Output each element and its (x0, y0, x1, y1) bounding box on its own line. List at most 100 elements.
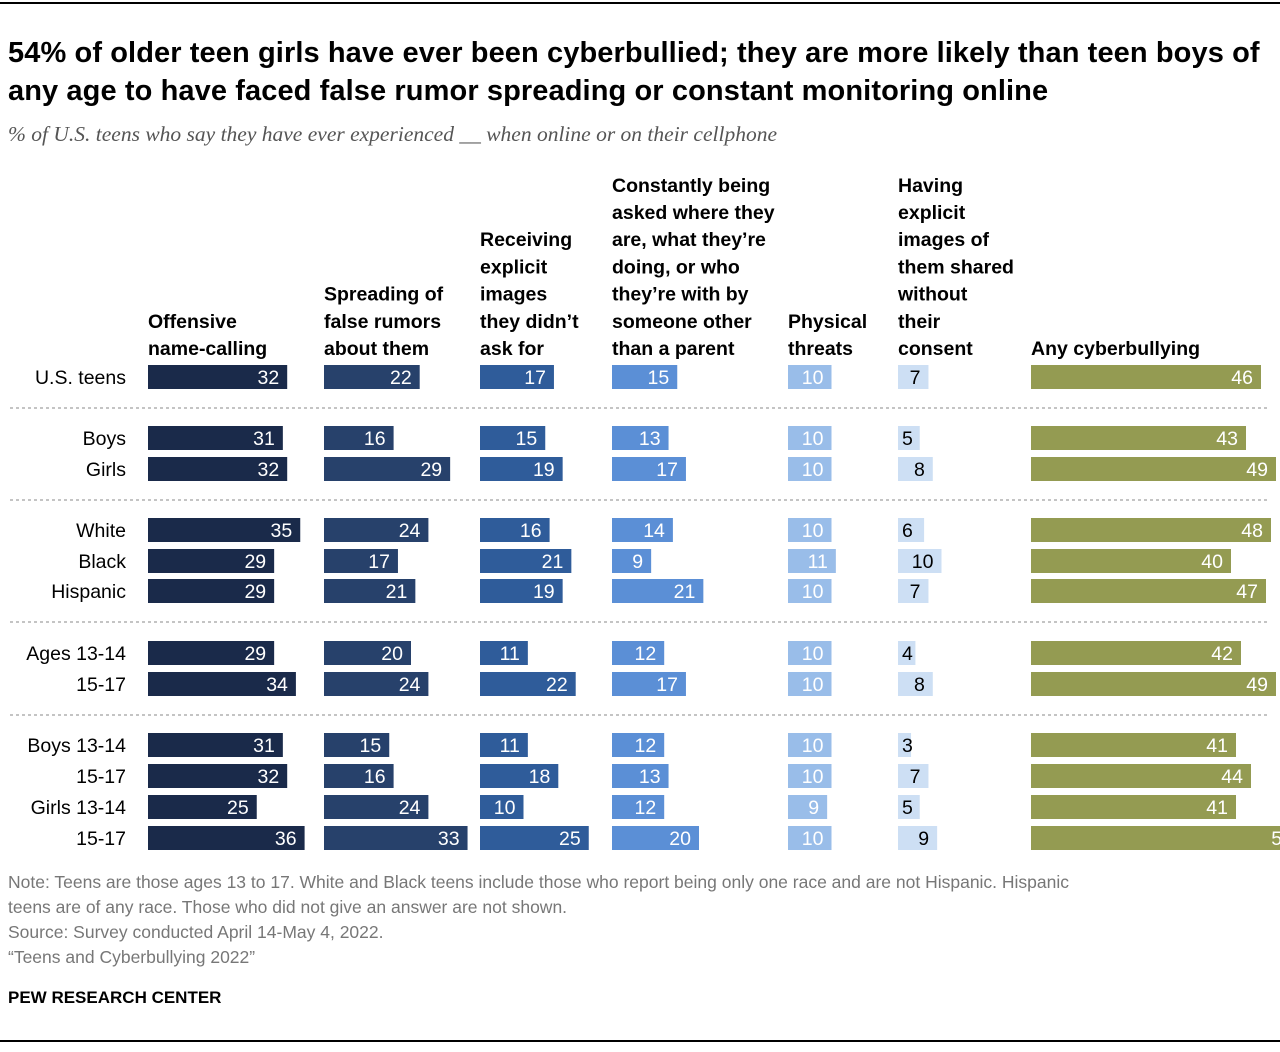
row-label: Girls 13-14 (31, 797, 127, 819)
bar (788, 672, 832, 696)
bar (898, 641, 916, 665)
column-header: Spreading of (324, 284, 444, 306)
bar (480, 764, 559, 788)
bar (480, 518, 550, 542)
bar-value-label: 46 (1231, 367, 1253, 389)
bar (324, 672, 429, 696)
bar-chart: U.S. teens Boys Girls White Black Hispanic Age… (10, 175, 1280, 850)
column-header: are, what they’re (612, 229, 766, 251)
bar-value-label: 32 (257, 367, 279, 389)
bar-value-label: 36 (275, 828, 297, 850)
bar-value-label: 49 (1246, 674, 1268, 696)
bar (480, 672, 576, 696)
bar-value-label: 32 (257, 459, 279, 481)
bar (788, 795, 828, 819)
bar-value-label: 41 (1206, 735, 1228, 757)
column-header: explicit (480, 256, 548, 278)
bar (480, 826, 589, 850)
bottom-rule (0, 1040, 1280, 1042)
bar (480, 365, 554, 389)
bar-value-label: 16 (364, 428, 386, 450)
bar-value-label: 10 (802, 428, 824, 450)
bar-value-label: 16 (364, 766, 386, 788)
row-label: Ages 13-14 (26, 643, 126, 665)
bar-value-label: 10 (802, 828, 824, 850)
bar (480, 426, 546, 450)
bar-value-label: 15 (516, 428, 538, 450)
source-line: Source: Survey conducted April 14-May 4,… (8, 922, 384, 942)
bar (612, 518, 673, 542)
bar (148, 457, 288, 481)
bar (148, 549, 275, 573)
bar (898, 672, 933, 696)
bar-value-label: 35 (271, 520, 293, 542)
column-header: doing, or who (612, 256, 740, 278)
row-label: Boys (83, 428, 127, 450)
bar-value-label: 4 (902, 643, 913, 665)
bar (898, 795, 920, 819)
bar-value-label: 10 (802, 674, 824, 696)
row-label: 15-17 (76, 674, 126, 696)
bar-value-label: 33 (438, 828, 460, 850)
column-header: them shared (898, 256, 1014, 278)
bar (612, 733, 665, 757)
bar-value-label: 43 (1216, 428, 1238, 450)
bar (1031, 826, 1280, 850)
column-header: without (897, 284, 968, 306)
bar-value-label: 17 (368, 551, 390, 573)
bar-value-label: 7 (910, 766, 921, 788)
column-header: name-calling (148, 338, 267, 360)
bar (898, 579, 929, 603)
bar-value-label: 10 (494, 797, 516, 819)
bar (1031, 641, 1241, 665)
bar (612, 826, 699, 850)
bar-value-label: 6 (902, 520, 913, 542)
bar-value-label: 16 (520, 520, 542, 542)
bar (480, 579, 563, 603)
note-line-1: Note: Teens are those ages 13 to 17. Whi… (8, 872, 1070, 892)
bar-value-label: 21 (386, 581, 408, 603)
bar (1031, 579, 1266, 603)
bar-value-label: 41 (1206, 797, 1228, 819)
bar (612, 795, 665, 819)
bar (480, 457, 563, 481)
bar-value-label: 14 (643, 520, 665, 542)
bar-value-label: 44 (1221, 766, 1243, 788)
bar-value-label: 11 (500, 735, 520, 757)
bar (148, 733, 283, 757)
bar (612, 579, 704, 603)
bar-value-label: 21 (542, 551, 564, 573)
column-header: than a parent (612, 338, 735, 360)
bar (148, 826, 305, 850)
bar-value-label: 10 (802, 766, 824, 788)
column-header: asked where they (612, 202, 775, 224)
bar-value-label: 15 (648, 367, 670, 389)
bar-value-label: 54 (1271, 828, 1280, 850)
bar (324, 579, 416, 603)
column-header: they didn’t (480, 311, 579, 333)
bar-value-label: 34 (266, 674, 288, 696)
bar (148, 795, 257, 819)
bar (1031, 795, 1236, 819)
bar-value-label: 10 (802, 581, 824, 603)
bar (324, 549, 398, 573)
column-header: someone other (612, 311, 752, 333)
bar (148, 579, 275, 603)
bar-value-label: 11 (808, 551, 828, 573)
bar-value-label: 5 (902, 428, 913, 450)
bar-value-label: 49 (1246, 459, 1268, 481)
bar (898, 764, 929, 788)
bar-value-label: 25 (559, 828, 581, 850)
bar (324, 457, 451, 481)
bar (612, 365, 678, 389)
bar (788, 641, 832, 665)
bar-value-label: 15 (360, 735, 382, 757)
bar (788, 733, 832, 757)
bar (788, 764, 832, 788)
bar-value-label: 31 (253, 428, 275, 450)
bar (612, 764, 669, 788)
bar (1031, 764, 1251, 788)
bar (324, 641, 411, 665)
bar-value-label: 11 (500, 643, 520, 665)
bar-value-label: 8 (914, 674, 925, 696)
